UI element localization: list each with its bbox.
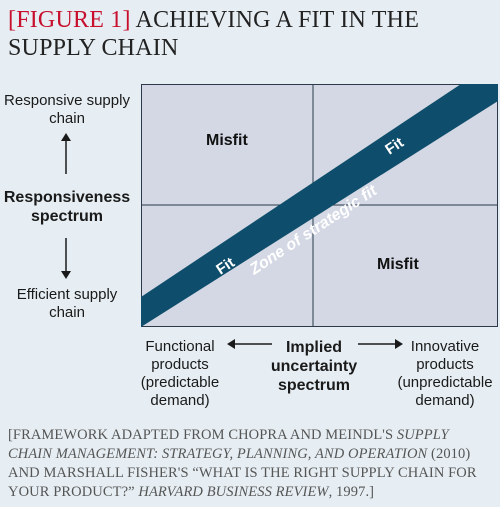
- footnote-journal: Harvard Business Review: [138, 484, 329, 500]
- y-axis-top-label: Responsive supply chain: [4, 92, 130, 127]
- y-axis-bottom-label: Efficient supply chain: [16, 286, 118, 321]
- down-arrow-icon: [61, 238, 71, 279]
- footnote-part-1: [Framework adapted from Chopra and Meind…: [8, 427, 397, 443]
- misfit-label-top-left: Misfit: [206, 132, 248, 149]
- up-arrow-icon: [61, 133, 71, 174]
- source-footnote: [Framework adapted from Chopra and Meind…: [8, 426, 496, 502]
- footnote-part-2: (2010) and Marshall Fisher's “What is th…: [8, 446, 477, 500]
- footnote-book-title: Supply Chain Management: Strategy, Plann…: [8, 427, 449, 462]
- left-arrow-icon: [227, 339, 272, 349]
- x-axis-left-label: Functional products (predictable demand): [140, 338, 220, 409]
- x-axis-right-label: Innovative products (unpredictable deman…: [397, 338, 493, 409]
- figure-title-text: ACHIEVING A FIT IN THE SUPPLY CHAIN: [8, 7, 420, 61]
- x-axis-name: Implied uncertainty spectrum: [270, 339, 358, 394]
- figure-title: [FIGURE 1] ACHIEVING A FIT IN THE SUPPLY…: [8, 6, 494, 62]
- figure-tag: [FIGURE 1]: [8, 7, 131, 33]
- fit-matrix: Zone of strategic fit Fit Fit: [141, 84, 498, 327]
- misfit-label-bottom-right: Misfit: [377, 256, 419, 273]
- right-arrow-icon: [358, 339, 403, 349]
- footnote-part-3: , 1997.]: [328, 484, 375, 500]
- strategic-fit-band: [141, 84, 498, 327]
- y-axis-name: Responsiveness spectrum: [3, 189, 131, 225]
